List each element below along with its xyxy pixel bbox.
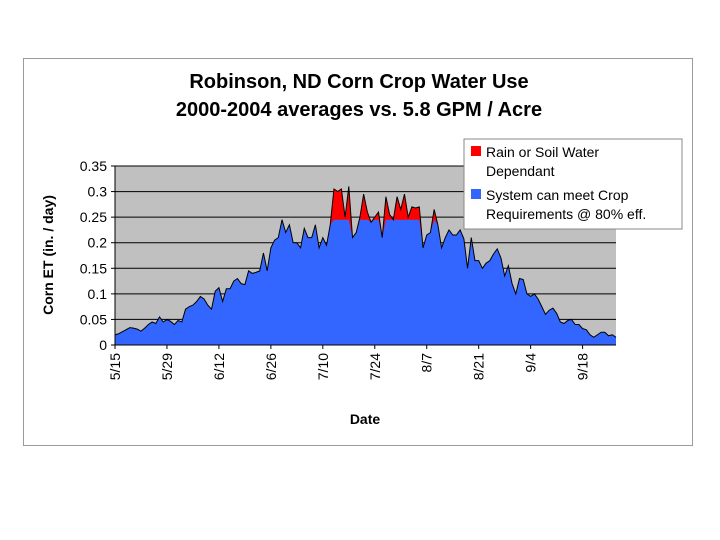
x-axis-ticks: 5/15 5/29 6/12 6/26 7/10 7/24 8/7 8/21 9/4 9/18 [107,345,591,380]
x-axis-title: Date [350,411,381,427]
chart-svg: Robinson, ND Corn Crop Water Use 2000-20… [40,71,683,427]
legend-swatch-system [471,189,481,199]
x-tick-label: 6/26 [263,353,279,380]
chart-subtitle: 2000-2004 averages vs. 5.8 GPM / Acre [176,99,542,121]
x-tick-label: 7/10 [315,353,331,380]
legend-label-system-line-1: System can meet Crop [486,187,629,203]
x-tick-label: 8/7 [419,353,435,373]
chart-title: Robinson, ND Corn Crop Water Use [189,71,528,93]
x-tick-label: 6/12 [211,353,227,380]
crop-et-line [114,186,617,338]
x-tick-label: 9/18 [575,353,591,380]
legend-label-rain-line-2: Dependant [486,163,555,179]
system-capacity-area [115,219,616,345]
y-axis-ticks: 0 0.05 0.1 0.15 0.2 0.25 0.3 0.35 [80,158,115,353]
y-tick-label: 0.25 [80,209,107,225]
legend-box [463,138,683,230]
x-tick-label: 9/4 [523,353,539,373]
y-tick-label: 0.05 [80,311,107,327]
chart-frame: Robinson, ND Corn Crop Water Use 2000-20… [23,58,693,446]
legend-label-system-line-2: Requirements @ 80% eff. [486,206,646,222]
y-tick-label: 0.2 [88,235,108,251]
y-axis-title: Corn ET (in. / day) [40,195,56,315]
y-tick-label: 0.1 [88,286,108,302]
y-tick-label: 0.3 [88,184,108,200]
legend-label-rain-line-1: Rain or Soil Water [486,144,599,160]
y-tick-label: 0.15 [80,260,107,276]
x-tick-label: 8/21 [471,353,487,380]
legend: Rain or Soil Water Dependant System can … [463,138,683,230]
y-tick-label: 0.35 [80,158,107,174]
x-tick-label: 7/24 [367,353,383,380]
y-tick-label: 0 [99,337,107,353]
x-tick-label: 5/29 [159,353,175,380]
legend-swatch-rain [471,146,481,156]
x-tick-label: 5/15 [107,353,123,380]
